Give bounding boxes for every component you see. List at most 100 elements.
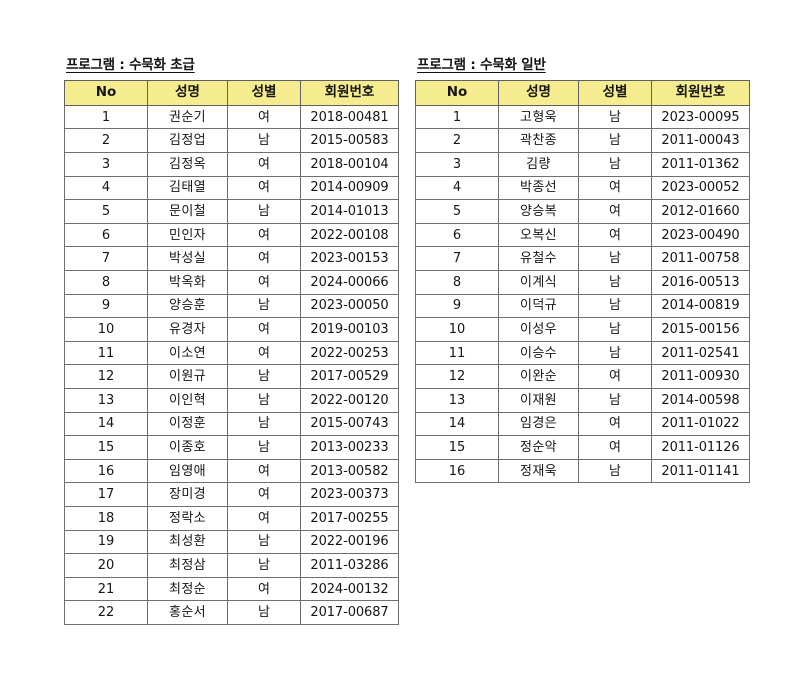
roster-cell-member-no: 2012-01660: [651, 199, 750, 224]
roster-cell-gender: 여: [227, 104, 301, 130]
roster-cell-name: 이소연: [147, 340, 228, 366]
roster-cell-no: 11: [64, 340, 148, 366]
roster-cell-gender: 여: [578, 364, 652, 389]
table-row: 10 이성우 남 2015-00156: [415, 317, 750, 342]
roster-cell-no: 15: [64, 435, 148, 460]
roster-cell-no: 16: [415, 458, 499, 484]
roster-cell-name: 임영애: [147, 458, 228, 484]
roster-cell-gender: 남: [578, 152, 652, 177]
roster-cell-member-no: 2017-00529: [300, 364, 399, 389]
table-row: 14 이정훈 남 2015-00743: [64, 411, 399, 437]
roster-cell-gender: 여: [227, 458, 301, 484]
table-row: 21 최정순 여 2024-00132: [64, 576, 399, 602]
roster-cell-member-no: 2022-00108: [300, 222, 399, 248]
table-row: 6 민인자 여 2022-00108: [64, 222, 399, 248]
roster-cell-gender: 남: [578, 293, 652, 319]
roster-cell-gender: 여: [227, 222, 301, 248]
table-row: 5 문이철 남 2014-01013: [64, 199, 399, 224]
roster-cell-no: 19: [64, 529, 148, 555]
roster-cell-name: 김정옥: [147, 152, 228, 177]
roster-cell-member-no: 2015-00743: [300, 411, 399, 437]
roster-cell-gender: 여: [227, 270, 301, 295]
roster-cell-name: 민인자: [147, 222, 228, 248]
table-row: 8 박옥화 여 2024-00066: [64, 270, 399, 295]
roster-cell-name: 유철수: [498, 246, 579, 271]
roster-cell-member-no: 2018-00481: [300, 104, 399, 130]
roster-cell-member-no: 2011-00930: [651, 364, 750, 389]
roster-cell-name: 이계식: [498, 270, 579, 295]
roster-cell-member-no: 2011-00758: [651, 246, 750, 271]
roster-cell-gender: 여: [578, 175, 652, 201]
table-row: 1 권순기 여 2018-00481: [64, 104, 399, 130]
roster-cell-no: 1: [415, 104, 499, 130]
table-row: 13 이인혁 남 2022-00120: [64, 387, 399, 413]
table-row: 7 유철수 남 2011-00758: [415, 246, 750, 271]
roster-cell-name: 이승수: [498, 340, 579, 366]
roster-cell-gender: 남: [227, 199, 301, 224]
roster-cell-no: 4: [415, 175, 499, 201]
roster-cell-member-no: 2023-00373: [300, 482, 399, 507]
table-row: 3 김량 남 2011-01362: [415, 152, 750, 177]
roster-cell-no: 6: [64, 222, 148, 248]
roster-cell-no: 16: [64, 458, 148, 484]
roster-cell-gender: 여: [578, 411, 652, 437]
roster-cell-no: 3: [64, 152, 148, 177]
roster-cell-member-no: 2018-00104: [300, 152, 399, 177]
roster-cell-no: 1: [64, 104, 148, 130]
roster-cell-no: 6: [415, 222, 499, 248]
column-header-member-no: 회원번호: [651, 79, 750, 106]
roster-cell-no: 2: [64, 128, 148, 154]
roster-cell-gender: 남: [578, 340, 652, 366]
roster-cell-name: 이정훈: [147, 411, 228, 437]
roster-cell-gender: 여: [578, 435, 652, 460]
roster-cell-member-no: 2019-00103: [300, 317, 399, 342]
roster-cell-name: 권순기: [147, 104, 228, 130]
column-header-no: No: [64, 79, 148, 106]
roster-cell-no: 12: [64, 364, 148, 389]
roster-cell-member-no: 2014-01013: [300, 199, 399, 224]
roster-cell-no: 2: [415, 128, 499, 154]
roster-cell-gender: 남: [227, 600, 301, 625]
table-row: 1 고형욱 남 2023-00095: [415, 104, 750, 130]
roster-cell-name: 이덕규: [498, 293, 579, 319]
roster-cell-member-no: 2017-00255: [300, 505, 399, 531]
roster-cell-name: 김정업: [147, 128, 228, 154]
roster-cell-name: 이종호: [147, 435, 228, 460]
roster-cell-no: 21: [64, 576, 148, 602]
roster-cell-no: 20: [64, 553, 148, 578]
roster-cell-member-no: 2023-00153: [300, 246, 399, 271]
roster-cell-name: 정재욱: [498, 458, 579, 484]
table-row: 15 이종호 남 2013-00233: [64, 435, 399, 460]
table-row: 13 이재원 남 2014-00598: [415, 387, 750, 413]
roster-cell-no: 5: [415, 199, 499, 224]
roster-cell-name: 양승훈: [147, 293, 228, 319]
column-header-no: No: [415, 79, 499, 106]
roster-cell-gender: 여: [227, 246, 301, 271]
roster-cell-gender: 남: [227, 553, 301, 578]
roster-cell-name: 이재원: [498, 387, 579, 413]
roster-cell-name: 박옥화: [147, 270, 228, 295]
table-row: 16 정재욱 남 2011-01141: [415, 458, 750, 484]
roster-cell-member-no: 2023-00095: [651, 104, 750, 130]
roster-cell-name: 곽찬종: [498, 128, 579, 154]
roster-cell-no: 5: [64, 199, 148, 224]
roster-cell-name: 김량: [498, 152, 579, 177]
roster-cell-no: 10: [64, 317, 148, 342]
roster-cell-no: 17: [64, 482, 148, 507]
roster-cell-gender: 여: [227, 505, 301, 531]
roster-cell-name: 이완순: [498, 364, 579, 389]
roster-cell-name: 이성우: [498, 317, 579, 342]
program-title-left: 프로그램 : 수묵화 초급: [66, 57, 195, 73]
roster-cell-member-no: 2016-00513: [651, 270, 750, 295]
roster-cell-gender: 남: [227, 411, 301, 437]
roster-cell-no: 14: [64, 411, 148, 437]
table-row: 14 임경은 여 2011-01022: [415, 411, 750, 437]
table-row: 19 최성환 남 2022-00196: [64, 529, 399, 555]
roster-body-right: 1 고형욱 남 2023-00095 2 곽찬종 남 2011-00043 3 김량 남 2011-0…: [415, 104, 750, 484]
roster-cell-gender: 여: [227, 317, 301, 342]
roster-cell-member-no: 2022-00253: [300, 340, 399, 366]
roster-cell-member-no: 2013-00582: [300, 458, 399, 484]
table-row: 9 이덕규 남 2014-00819: [415, 293, 750, 319]
roster-cell-gender: 남: [227, 529, 301, 555]
roster-cell-gender: 여: [578, 222, 652, 248]
